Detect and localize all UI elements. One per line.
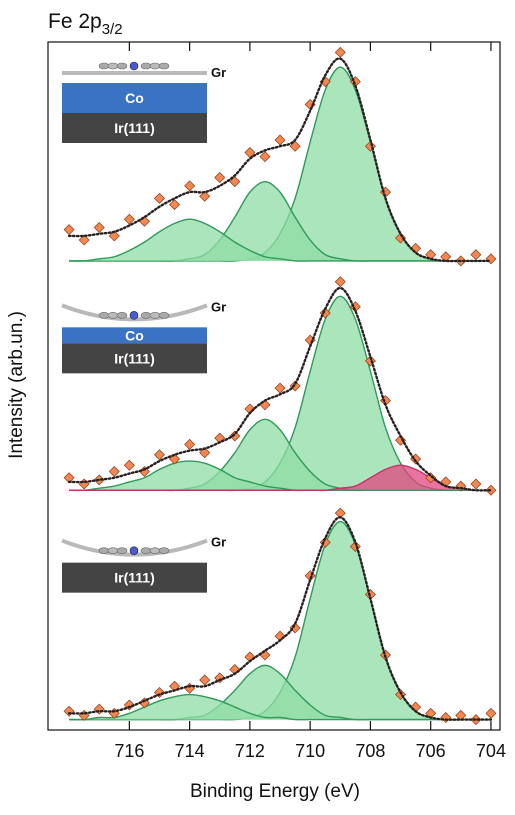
data-point: [200, 675, 210, 685]
x-tick-label: 706: [416, 741, 446, 761]
overlayer-label: Gr: [211, 65, 226, 80]
data-point: [94, 223, 104, 233]
data-point: [471, 250, 481, 260]
layer-label: Co: [125, 327, 144, 343]
data-point: [94, 704, 104, 714]
data-point: [185, 683, 195, 693]
data-point: [471, 479, 481, 489]
plot-frame: [48, 42, 500, 730]
x-tick-label: 704: [476, 741, 506, 761]
data-point: [335, 277, 345, 287]
x-axis-label: Binding Energy (eV): [190, 781, 360, 802]
x-tick-label: 712: [235, 741, 265, 761]
data-point: [139, 216, 149, 226]
overlayer-label: Gr: [211, 535, 226, 550]
chart: Gr Co Ir(111) Gr Co Ir(111) Gr Ir(111) Fe 2p3/2…: [0, 0, 515, 810]
sample-inset: Gr Ir(111): [62, 535, 226, 593]
data-point: [64, 225, 74, 235]
data-point: [185, 439, 195, 449]
data-point: [109, 466, 119, 476]
y-axis-label: Intensity (arb.un.): [6, 311, 27, 459]
sample-inset: Gr Co Ir(111): [62, 62, 226, 143]
data-point: [124, 460, 134, 470]
x-tick-label: 708: [355, 741, 385, 761]
spectrum-panel: [64, 47, 496, 265]
insets: Gr Co Ir(111) Gr Co Ir(111) Gr Ir(111): [62, 62, 226, 593]
data-point: [486, 254, 496, 264]
data-point: [154, 450, 164, 460]
data-point: [64, 706, 74, 716]
data-point: [79, 479, 89, 489]
molecule: [99, 62, 169, 70]
chart-title: Fe 2p3/2: [48, 10, 123, 38]
data-point: [411, 454, 421, 464]
layer-label: Ir(111): [114, 120, 154, 136]
spectrum-panel: [64, 508, 496, 724]
layer-label: Co: [125, 90, 144, 106]
layer-label: Ir(111): [114, 570, 154, 586]
x-tick-label: 714: [175, 741, 205, 761]
data-point: [275, 135, 285, 145]
title-subscript: 3/2: [102, 21, 123, 38]
data-point: [486, 708, 496, 718]
title-main: Fe 2p: [48, 10, 102, 33]
layer-label: Ir(111): [114, 350, 154, 366]
data-point: [441, 712, 451, 722]
sample-inset: Gr Co Ir(111): [62, 299, 226, 373]
data-point: [215, 173, 225, 183]
data-point: [154, 193, 164, 203]
overlayer-label: Gr: [211, 299, 226, 314]
plot-area: [64, 47, 496, 724]
data-point: [185, 181, 195, 191]
x-tick-label: 710: [295, 741, 325, 761]
x-tick-label: 716: [114, 741, 144, 761]
spectrum-panel: [64, 277, 496, 495]
data-point: [335, 47, 345, 57]
